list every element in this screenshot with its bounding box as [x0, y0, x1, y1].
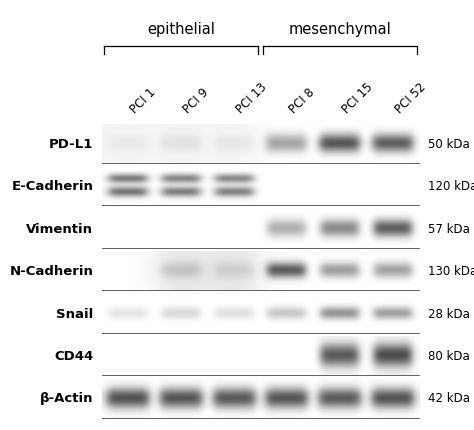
- Bar: [102, 209, 419, 248]
- Text: N-Cadherin: N-Cadherin: [9, 264, 93, 277]
- Text: epithelial: epithelial: [147, 22, 215, 37]
- Text: PCI 1: PCI 1: [128, 86, 159, 116]
- Text: 120 kDa: 120 kDa: [428, 180, 474, 193]
- Text: Snail: Snail: [56, 307, 93, 320]
- Text: mesenchymal: mesenchymal: [289, 22, 392, 37]
- Text: PCI 9: PCI 9: [181, 86, 211, 116]
- Text: 80 kDa: 80 kDa: [428, 349, 470, 362]
- Text: β-Actin: β-Actin: [40, 392, 93, 405]
- Text: PD-L1: PD-L1: [49, 137, 93, 150]
- Text: CD44: CD44: [54, 349, 93, 362]
- Bar: [102, 294, 419, 333]
- Bar: [102, 167, 419, 206]
- Bar: [102, 252, 419, 290]
- Bar: [102, 336, 419, 375]
- Text: E-Cadherin: E-Cadherin: [11, 180, 93, 193]
- Text: Vimentin: Vimentin: [27, 222, 93, 235]
- Bar: [102, 378, 419, 418]
- Text: PCI 52: PCI 52: [393, 81, 428, 116]
- Text: 50 kDa: 50 kDa: [428, 137, 470, 150]
- Text: PCI 15: PCI 15: [340, 81, 375, 116]
- Text: 57 kDa: 57 kDa: [428, 222, 470, 235]
- Text: PCI 13: PCI 13: [234, 81, 270, 116]
- Text: 42 kDa: 42 kDa: [428, 392, 470, 405]
- Text: 28 kDa: 28 kDa: [428, 307, 470, 320]
- Bar: [102, 124, 419, 163]
- Text: PCI 8: PCI 8: [287, 86, 318, 116]
- Text: 130 kDa: 130 kDa: [428, 264, 474, 277]
